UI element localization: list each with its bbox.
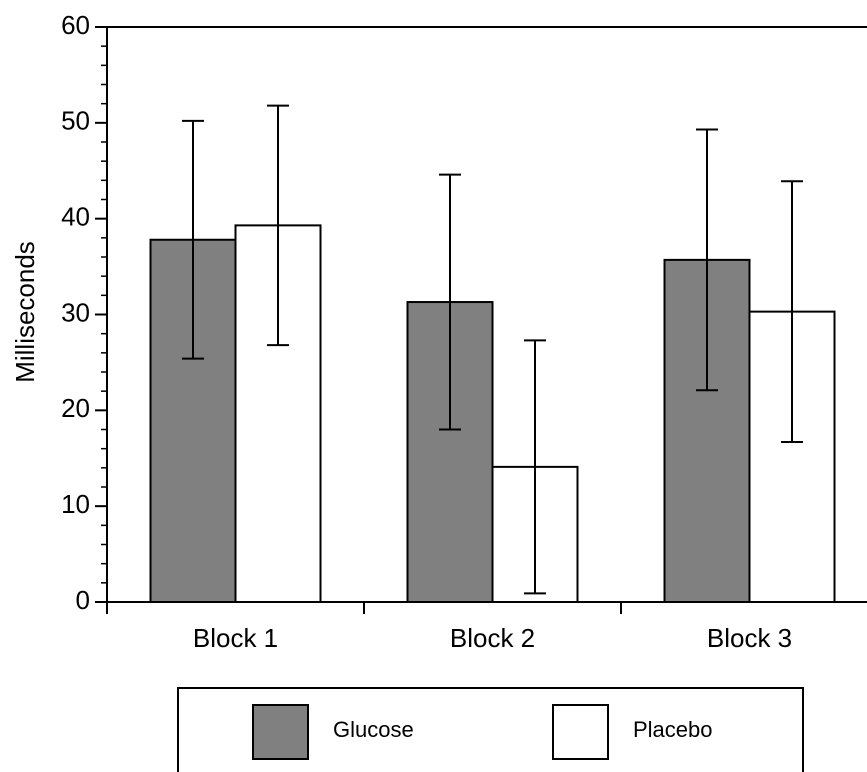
y-tick-label: 60 [61, 10, 90, 40]
y-axis-label: Milliseconds [10, 241, 40, 383]
y-tick-label: 20 [61, 393, 90, 423]
legend-label: Placebo [633, 717, 713, 742]
x-tick-label: Block 2 [450, 623, 535, 653]
y-tick-label: 10 [61, 489, 90, 519]
error-bar [267, 104, 289, 347]
x-tick-label: Block 1 [193, 623, 278, 653]
y-tick-label: 50 [61, 106, 90, 136]
error-bar [182, 119, 204, 360]
y-tick-label: 40 [61, 202, 90, 232]
legend-label: Glucose [333, 717, 414, 742]
x-tick-label: Block 3 [707, 623, 792, 653]
error-bar [524, 339, 546, 595]
y-tick-label: 0 [76, 585, 90, 615]
y-tick-label: 30 [61, 297, 90, 327]
error-bar [781, 180, 803, 443]
legend-swatch [252, 704, 309, 760]
legend-box [177, 687, 804, 772]
legend-swatch [552, 704, 609, 760]
error-bar [696, 128, 718, 392]
error-bar [439, 173, 461, 431]
